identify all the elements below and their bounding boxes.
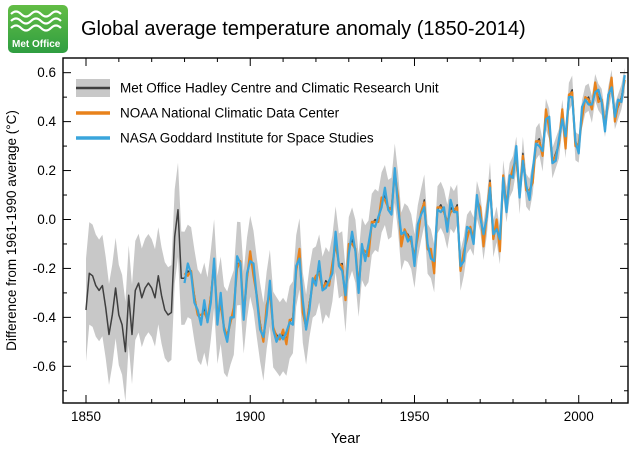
- x-tick-label: 1900: [235, 409, 265, 424]
- x-axis-title: Year: [331, 431, 360, 447]
- legend-label: NASA Goddard Institute for Space Studies: [120, 131, 374, 146]
- x-tick-label: 2000: [564, 409, 594, 424]
- met-office-logo: Met Office: [8, 5, 68, 53]
- legend-item-1: NOAA National Climatic Data Center: [76, 106, 340, 121]
- met-office-logo-text: Met Office: [12, 39, 61, 50]
- y-tick-label: 0.4: [37, 114, 56, 129]
- series-line-2: [183, 74, 626, 343]
- met-office-logo-waves: Met Office: [8, 5, 68, 53]
- y-tick-label: -0.2: [33, 261, 56, 276]
- x-tick-label: 1850: [71, 409, 101, 424]
- header: Met Office Global average temperature an…: [8, 5, 526, 53]
- page-title: Global average temperature anomaly (1850…: [81, 17, 526, 40]
- legend-item-2: NASA Goddard Institute for Space Studies: [76, 131, 374, 146]
- legend-item-0: Met Office Hadley Centre and Climatic Re…: [76, 79, 439, 97]
- plot-frame: [62, 57, 629, 404]
- legend-label: Met Office Hadley Centre and Climatic Re…: [120, 81, 439, 96]
- y-tick-label: 0.6: [37, 65, 56, 80]
- y-tick-label: -0.6: [33, 359, 56, 374]
- x-tick-label: 1950: [399, 409, 429, 424]
- uncertainty-band: [86, 67, 625, 402]
- y-tick-label: -0.4: [33, 310, 57, 325]
- y-axis-title: Difference from 1961-1990 average (°C): [4, 110, 19, 351]
- legend-label: NOAA National Climatic Data Center: [120, 106, 340, 121]
- y-tick-label: 0.0: [37, 212, 56, 227]
- y-tick-label: 0.2: [37, 163, 56, 178]
